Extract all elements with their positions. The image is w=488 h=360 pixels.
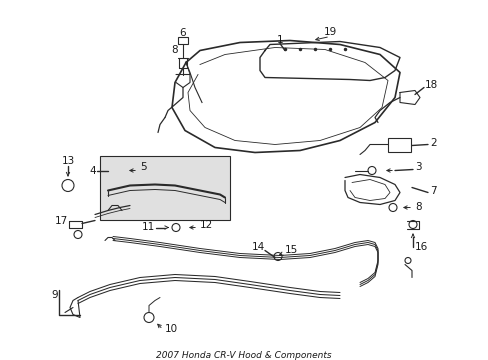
Text: 4: 4 xyxy=(89,166,96,175)
Text: 7: 7 xyxy=(429,185,436,195)
Text: 18: 18 xyxy=(424,80,437,90)
Text: 14: 14 xyxy=(251,243,264,252)
Text: 9: 9 xyxy=(51,291,58,301)
Text: 19: 19 xyxy=(323,27,336,36)
Text: 2007 Honda CR-V Hood & Components: 2007 Honda CR-V Hood & Components xyxy=(156,351,331,360)
Text: 10: 10 xyxy=(164,324,178,334)
Text: 2: 2 xyxy=(429,138,436,148)
Text: 8: 8 xyxy=(171,45,178,54)
Bar xyxy=(100,156,229,220)
Bar xyxy=(387,138,410,152)
Text: 6: 6 xyxy=(179,27,186,37)
Text: 1: 1 xyxy=(276,35,283,45)
Text: 8: 8 xyxy=(414,202,421,212)
Text: 12: 12 xyxy=(200,220,213,230)
Bar xyxy=(178,36,187,44)
Text: 3: 3 xyxy=(414,162,421,172)
Text: 16: 16 xyxy=(414,243,427,252)
Text: 17: 17 xyxy=(55,216,68,225)
Text: 13: 13 xyxy=(61,156,75,166)
Text: 15: 15 xyxy=(285,246,298,256)
Text: 5: 5 xyxy=(140,162,146,172)
Text: 11: 11 xyxy=(142,222,155,233)
